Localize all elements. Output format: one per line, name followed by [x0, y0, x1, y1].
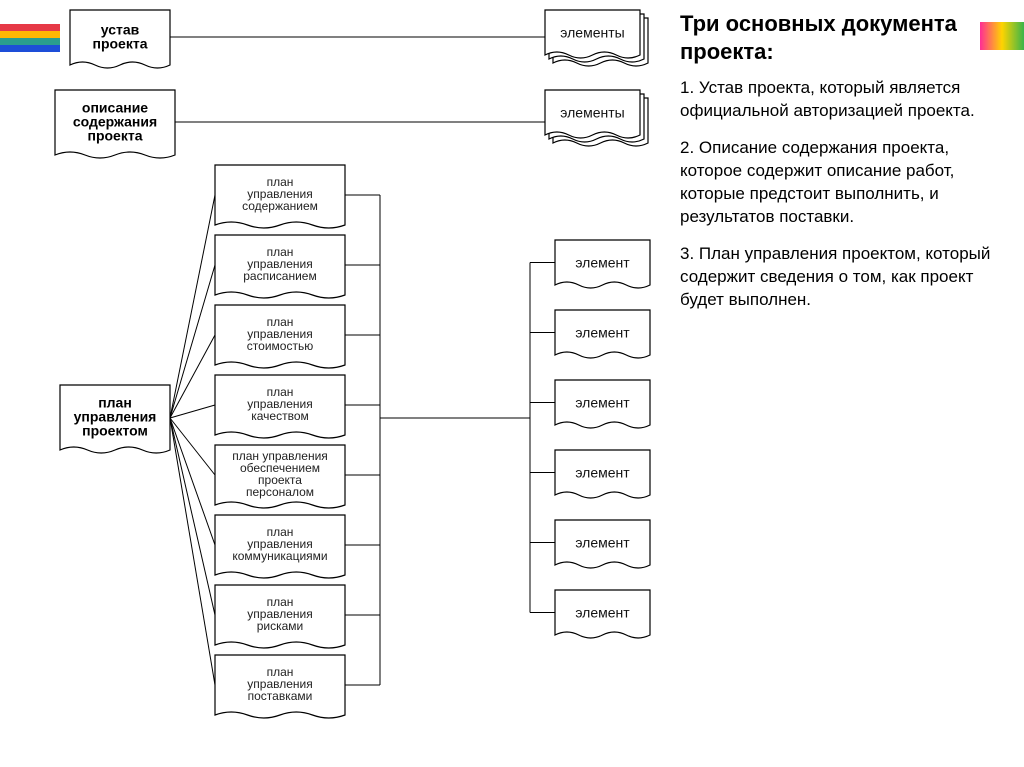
svg-text:стоимостью: стоимостью [247, 339, 313, 353]
panel-paragraph-3: 3. План управления проектом, который сод… [680, 243, 1010, 312]
svg-text:поставками: поставками [248, 689, 313, 703]
svg-text:проектом: проектом [82, 423, 148, 439]
svg-text:качеством: качеством [251, 409, 309, 423]
svg-text:проекта: проекта [88, 128, 143, 144]
svg-text:элемент: элемент [575, 465, 630, 481]
svg-text:персоналом: персоналом [246, 485, 314, 499]
svg-text:коммуникациями: коммуникациями [232, 549, 327, 563]
svg-text:элемент: элемент [575, 325, 630, 341]
svg-text:элемент: элемент [575, 535, 630, 551]
svg-text:рисками: рисками [257, 619, 304, 633]
svg-text:элементы: элементы [560, 25, 624, 41]
svg-text:проекта: проекта [93, 36, 148, 52]
svg-text:расписанием: расписанием [243, 269, 316, 283]
panel-paragraph-1: 1. Устав проекта, который является офици… [680, 77, 1010, 123]
panel-title: Три основных документа проекта: [680, 10, 1010, 65]
svg-text:содержанием: содержанием [242, 199, 318, 213]
svg-text:элемент: элемент [575, 255, 630, 271]
panel-paragraph-2: 2. Описание содержания проекта, которое … [680, 137, 1010, 229]
svg-text:элемент: элемент [575, 605, 630, 621]
svg-text:элементы: элементы [560, 105, 624, 121]
text-panel: Три основных документа проекта: 1. Устав… [680, 10, 1010, 325]
svg-text:элемент: элемент [575, 395, 630, 411]
